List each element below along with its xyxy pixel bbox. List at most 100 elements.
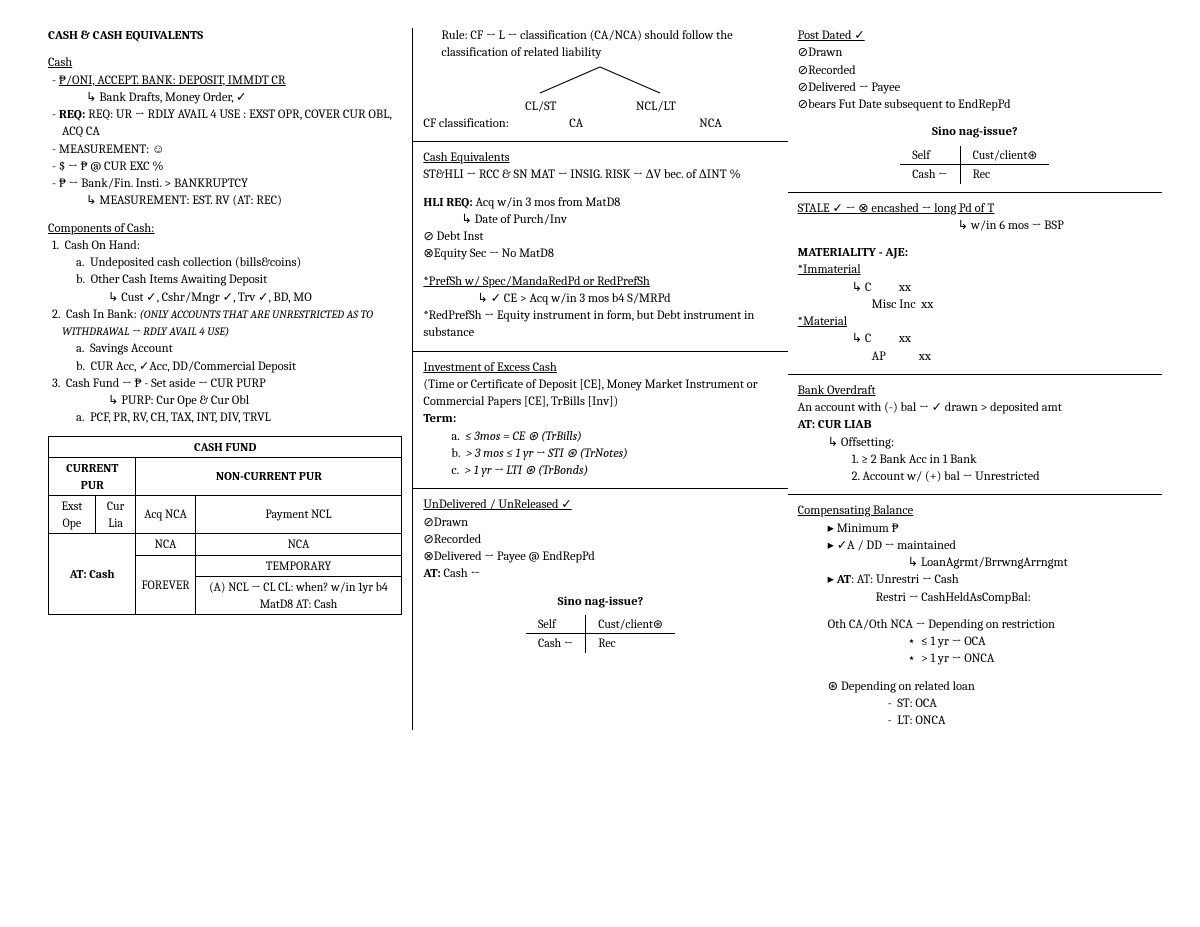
text: c. > 1 yr → LTI ⊛ (TrBonds) <box>423 463 777 480</box>
text: ⊘Recorded <box>423 532 777 549</box>
issue-table: SelfCust/client⊛ Cash ←Rec <box>526 615 675 653</box>
text: (Time or Certificate of Deposit [CE], Mo… <box>423 377 777 412</box>
text: - ST: OCA <box>798 696 1152 713</box>
text: ✓A / DD → maintained <box>837 539 956 553</box>
text: $ → ₱ @ CUR EXC % <box>59 160 164 174</box>
text: ₱/ONI, ACCEPT. BANK: DEPOSIT, IMMDT CR <box>59 74 286 88</box>
text: > 1 yr → ONCA <box>921 652 994 666</box>
text: ⊗Delivered → Payee @ EndRepPd <box>423 549 777 566</box>
text: Other Cash Items Awaiting Deposit <box>91 273 268 287</box>
components-heading: Components of Cash: <box>48 221 402 238</box>
text: a. PCF, PR, RV, CH, TAX, INT, DIV, TRVL <box>48 410 402 427</box>
text: - ₱/ONI, ACCEPT. BANK: DEPOSIT, IMMDT CR <box>48 73 402 90</box>
text: 2. Cash In Bank: (ONLY ACCOUNTS THAT ARE… <box>48 307 402 342</box>
text: MEASUREMENT: ☺ <box>59 143 165 157</box>
pd-heading: Post Dated ✓ <box>798 28 1152 45</box>
mat-heading: MATERIALITY - AJE: <box>798 246 909 260</box>
text: CF classification: <box>423 116 509 133</box>
table-cell: Self <box>900 146 960 165</box>
text: ⊘ Debt Inst <box>423 229 777 246</box>
text: HLI REQ: Acq w/in 3 mos from MatD8 <box>423 195 777 212</box>
cb-heading: Compensating Balance <box>798 503 1152 520</box>
text: Term: <box>423 412 456 426</box>
text: ↳ Offsetting: <box>798 435 1152 452</box>
text: Offsetting: <box>841 436 894 450</box>
text: AT: Cash <box>70 567 115 581</box>
text: ST: OCA <box>897 697 937 711</box>
ce-heading: Cash Equivalents <box>423 150 777 167</box>
column-3: Post Dated ✓ ⊘Drawn ⊘Recorded ⊘Delivered… <box>788 28 1162 730</box>
table-cell: Cur Lia <box>95 496 136 534</box>
text: *RedPrefSh → Equity instrument in form, … <box>423 308 777 343</box>
table-cell: Self <box>526 615 586 634</box>
text: LoanAgrmt/BrrwngArrngmt <box>921 556 1068 570</box>
text: ⋆ > 1 yr → ONCA <box>798 651 1152 668</box>
text: ≤ 3mos = CE ⊛ (TrBills) <box>465 430 582 444</box>
table-cell: NCA <box>136 534 195 556</box>
text: Cash On Hand: <box>65 239 141 253</box>
text: AP xx <box>798 349 1152 366</box>
text: *Immaterial <box>798 262 1152 279</box>
text: ↳ Cust ✓, Cshr/Mngr ✓, Trv ✓, BD, MO <box>48 290 402 307</box>
text: STALE ✓ → ⊗ encashed → long Pd of T <box>798 201 1152 218</box>
text: CF classification: CA NCA <box>423 116 777 133</box>
text: ₱ → Bank/Fin. Insti. > BANKRUPTCY <box>59 177 248 191</box>
text: Oth CA/Oth NCA → Depending on restrictio… <box>798 617 1152 634</box>
table-header: CURRENT PUR <box>49 458 136 496</box>
text: PURP: Cur Ope & Cur Obl <box>121 394 249 408</box>
tree-diagram <box>485 65 715 99</box>
text: CL/STNCL/LT <box>485 99 715 116</box>
text: AT: Cash ← <box>423 566 777 583</box>
table-cell: Exst Ope <box>49 496 96 534</box>
cash-fund-table: CASH FUND CURRENT PUR NON-CURRENT PUR Ex… <box>48 436 402 616</box>
table-cell: Rec <box>586 634 675 653</box>
text: Savings Account <box>90 342 173 356</box>
table-cell: Acq NCA <box>136 496 195 534</box>
text: Cust ✓, Cshr/Mngr ✓, Trv ✓, BD, MO <box>121 291 311 305</box>
issue-table: SelfCust/client⊛ Cash ←Rec <box>900 146 1049 184</box>
text: AT: CUR LIAB <box>798 417 1152 434</box>
text: AT: Unrestri → Cash <box>857 573 959 587</box>
text: Sino nag-issue? <box>558 595 644 609</box>
text: ⊘Delivered → Payee <box>798 80 1152 97</box>
text: ⊘Recorded <box>798 63 1152 80</box>
text: ⊘bears Fut Date subsequent to EndRepPd <box>798 97 1152 114</box>
text: > 1 yr → LTI ⊛ (TrBonds) <box>465 464 589 478</box>
text: Date of Purch/Inv <box>423 212 777 229</box>
table-header: CASH FUND <box>49 436 402 458</box>
text: ↳ w/in 6 mos → BSP <box>798 218 1152 235</box>
table-cell: Cash ← <box>526 634 586 653</box>
text: ST&HLI → RCC & SN MAT → INSIG. RISK → ΔV… <box>423 167 777 184</box>
text: ↳ C xx <box>798 280 1152 297</box>
table-cell: Rec <box>960 165 1049 184</box>
text: ⊘Drawn <box>798 45 1152 62</box>
table-cell: (A) NCL → CL CL: when? w/in 1yr b4 MatD8… <box>195 577 402 615</box>
text: REQ: UR → RDLY AVAIL 4 USE : EXST OPR, C… <box>62 108 392 139</box>
text: ≤ 1 yr → OCA <box>921 635 986 649</box>
text: a. Savings Account <box>48 341 402 358</box>
text: - $ → ₱ @ CUR EXC % <box>48 159 402 176</box>
text: a. Undeposited cash collection (bills&co… <box>48 255 402 272</box>
table-header: NON-CURRENT PUR <box>136 458 402 496</box>
text: *Material <box>798 314 1152 331</box>
text: - ₱ → Bank/Fin. Insti. > BANKRUPTCY <box>48 176 402 193</box>
text: STALE ✓ → ⊗ encashed → long Pd of T <box>798 202 995 216</box>
text: ↳ PURP: Cur Ope & Cur Obl <box>48 393 402 410</box>
text: HLI REQ: <box>423 196 472 210</box>
text: Undeposited cash collection (bills&coins… <box>90 256 301 270</box>
text: - MEASUREMENT: ☺ <box>48 142 402 159</box>
text: C xx <box>865 332 911 346</box>
text: w/in 6 mos → BSP <box>971 219 1064 233</box>
text: Bank Drafts, Money Order, ✓ <box>48 90 402 107</box>
table-cell: AT: Cash <box>49 534 136 615</box>
text: CUR Acc, ✓Acc, DD/Commercial Deposit <box>91 360 297 374</box>
text: LT: ONCA <box>897 714 945 728</box>
text: ⊘Drawn <box>423 515 777 532</box>
text: Cash In Bank: <box>66 308 137 322</box>
text: 2. Account w/ (+) bal → Unrestricted <box>798 469 1152 486</box>
table-cell: Cust/client⊛ <box>960 146 1049 165</box>
text: Term: <box>423 411 777 428</box>
text: a. ≤ 3mos = CE ⊛ (TrBills) <box>423 429 777 446</box>
table-cell: NCA <box>195 534 402 556</box>
text: ⊛ Depending on related loan <box>798 679 1152 696</box>
